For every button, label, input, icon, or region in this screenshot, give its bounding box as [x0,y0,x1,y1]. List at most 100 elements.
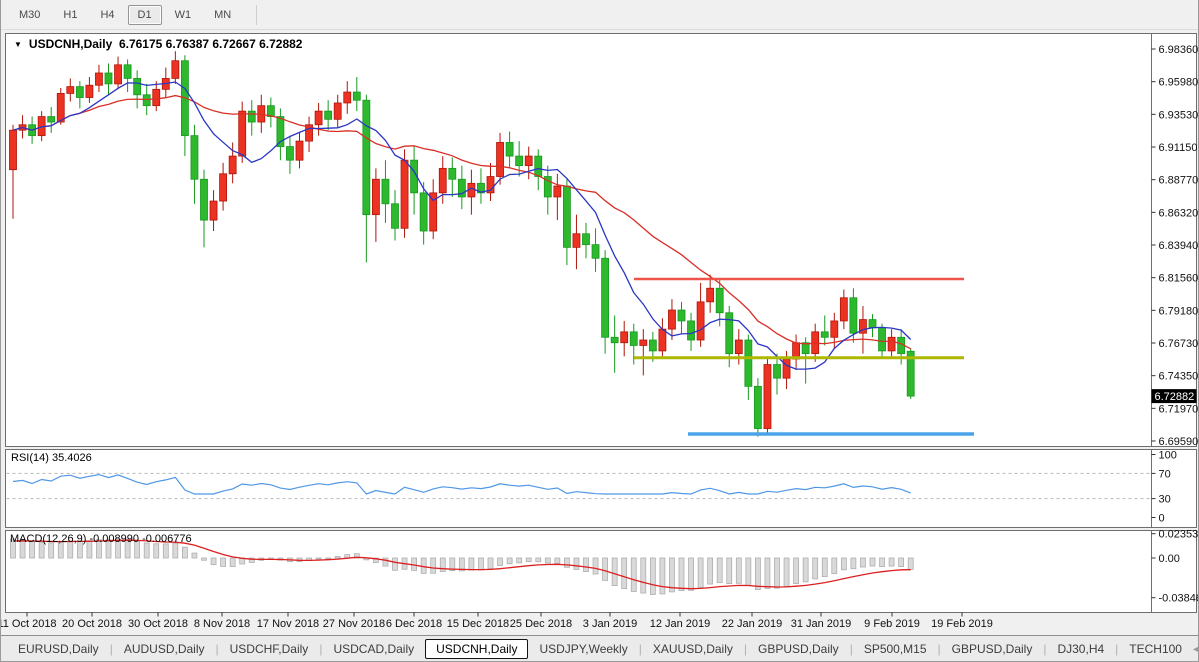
macd-histogram-bar [716,557,723,583]
tab-separator: | [638,642,642,656]
macd-histogram-bar [850,557,857,570]
candle-bull [839,297,848,322]
price-axis-label: 6.95980 [1159,77,1199,89]
macd-histogram-bar [143,542,150,559]
price-axis-label: 6.79180 [1159,305,1199,317]
tab-usdcnh-daily[interactable]: USDCNH,Daily [425,639,529,659]
macd-histogram-bar [420,557,427,574]
macd-histogram-bar [735,557,742,584]
trend-levels[interactable] [634,277,974,436]
price-axis-label: 6.83940 [1159,240,1199,252]
tab-tech100[interactable]: TECH100 [1129,642,1182,656]
timeframe-button-mn[interactable]: MN [214,8,232,21]
chart-collapse-icon[interactable]: ▼ [14,40,22,49]
macd-histogram-bar [315,557,322,560]
macd-histogram-bar [564,557,570,568]
timeframe-button-w1[interactable]: W1 [174,8,192,21]
tab-gbpusd-daily[interactable]: GBPUSD,Daily [758,642,839,656]
macd-histogram-bar [726,557,733,584]
tab-gbpusd-daily[interactable]: GBPUSD,Daily [951,642,1033,656]
macd-histogram-bar [525,557,532,562]
macd-histogram-bar [468,557,475,571]
tab-sp500-m15[interactable]: SP500,M15 [863,642,927,656]
macd-histogram-bar [382,557,389,567]
candle-bear [286,146,294,161]
chart-title: ▼ USDCNH,Daily 6.76175 6.76387 6.72667 6.… [14,37,302,51]
candle-bull [219,173,228,202]
macd-histogram-bar [707,557,714,585]
macd-histogram-bar [172,542,179,559]
tab-xauusd-daily[interactable]: XAUUSD,Daily [652,642,733,656]
candlesticks[interactable] [9,51,915,437]
macd-histogram-bar [48,542,55,559]
macd-histogram-bar [793,557,799,585]
price-axis-label: 6.86320 [1159,207,1199,219]
chart-ohlc-values: 6.76175 6.76387 6.72667 6.72882 [118,37,303,51]
candle-bull [438,167,447,194]
price-axis-label: 6.71970 [1159,403,1199,415]
candle-bear [677,309,686,322]
candle-bear [601,257,609,338]
tab-usdchf-daily[interactable]: USDCHF,Daily [229,642,309,656]
macd-indicator-label: MACD(12,26,9) -0.008990 -0.006776 [10,533,192,545]
candle-bear [190,135,199,180]
candle-bull [429,192,438,232]
macd-histogram-bar [879,557,885,567]
rsi-axis-label: 100 [1159,450,1177,462]
price-axis-label: 6.93530 [1159,109,1199,121]
date-axis: 11 Oct 2018 20 Oct 2018 30 Oct 2018 8 Nov 2… [1,612,993,630]
tab-usdjpy-weekly[interactable]: USDJPY,Weekly [539,642,628,656]
macd-histogram-bar [516,557,523,564]
timeframe-buttons: M30 H1 H4 D1 W1 MN [9,4,244,25]
candle-bull [314,110,323,126]
candle-bear [534,155,543,177]
macd-histogram-bar [220,557,226,567]
tab-separator: | [1115,642,1119,656]
macd-histogram-bar [640,557,647,594]
candle-bear [133,78,142,96]
price-axis-label: 6.81560 [1159,273,1199,285]
rsi-pane-content[interactable]: 100 70 30 0 [6,450,1177,525]
tab-separator: | [849,642,853,656]
tab-scroll-left-icon[interactable]: ◂ [1192,643,1198,655]
candle-bull [400,159,409,229]
date-axis-label: 6 Dec 2018 [386,618,442,630]
candle-bear [123,64,132,79]
macd-histogram-bar [669,557,675,593]
candle-bull [782,358,791,379]
macd-histogram-bar [506,557,513,565]
tab-dj30-h4[interactable]: DJ30,H4 [1057,642,1105,656]
candle-bull [209,200,218,221]
candle-bear [381,178,390,205]
timeframe-button-h4[interactable]: H4 [100,8,115,21]
candle-bear [582,233,590,246]
macd-histogram-bar [392,557,398,571]
candle-bull [56,93,65,123]
price-axis-label: 6.69590 [1159,436,1199,448]
tab-audusd-daily[interactable]: AUDUSD,Daily [123,642,205,656]
date-axis-label: 31 Jan 2019 [791,618,852,630]
candle-bear [849,297,858,334]
macd-histogram-bar [688,557,694,591]
macd-histogram-bar [29,541,35,559]
candle-bear [515,155,524,167]
macd-histogram-bar [430,557,437,574]
date-axis-label: 25 Dec 2018 [510,618,572,630]
macd-histogram-bar [678,557,685,591]
timeframe-button-m30[interactable]: M30 [19,8,41,21]
candle-bear [648,339,657,352]
macd-histogram-bar [153,543,160,559]
timeframe-button-h1[interactable]: H1 [63,8,78,21]
tab-eurusd-daily[interactable]: EURUSD,Daily [18,642,99,656]
candle-bull [639,339,648,346]
macd-histogram-bar [649,557,656,595]
macd-histogram-bar [458,557,465,572]
macd-histogram-bar [907,557,914,570]
candle-bear [276,116,285,147]
macd-histogram-bar [182,546,188,559]
macd-histogram-bar [697,557,704,588]
timeframe-button-d1[interactable]: D1 [127,4,162,25]
tab-usdcad-daily[interactable]: USDCAD,Daily [333,642,415,656]
macd-pane-content[interactable]: 0.023534 0.00 -0.038466 [10,529,1199,605]
